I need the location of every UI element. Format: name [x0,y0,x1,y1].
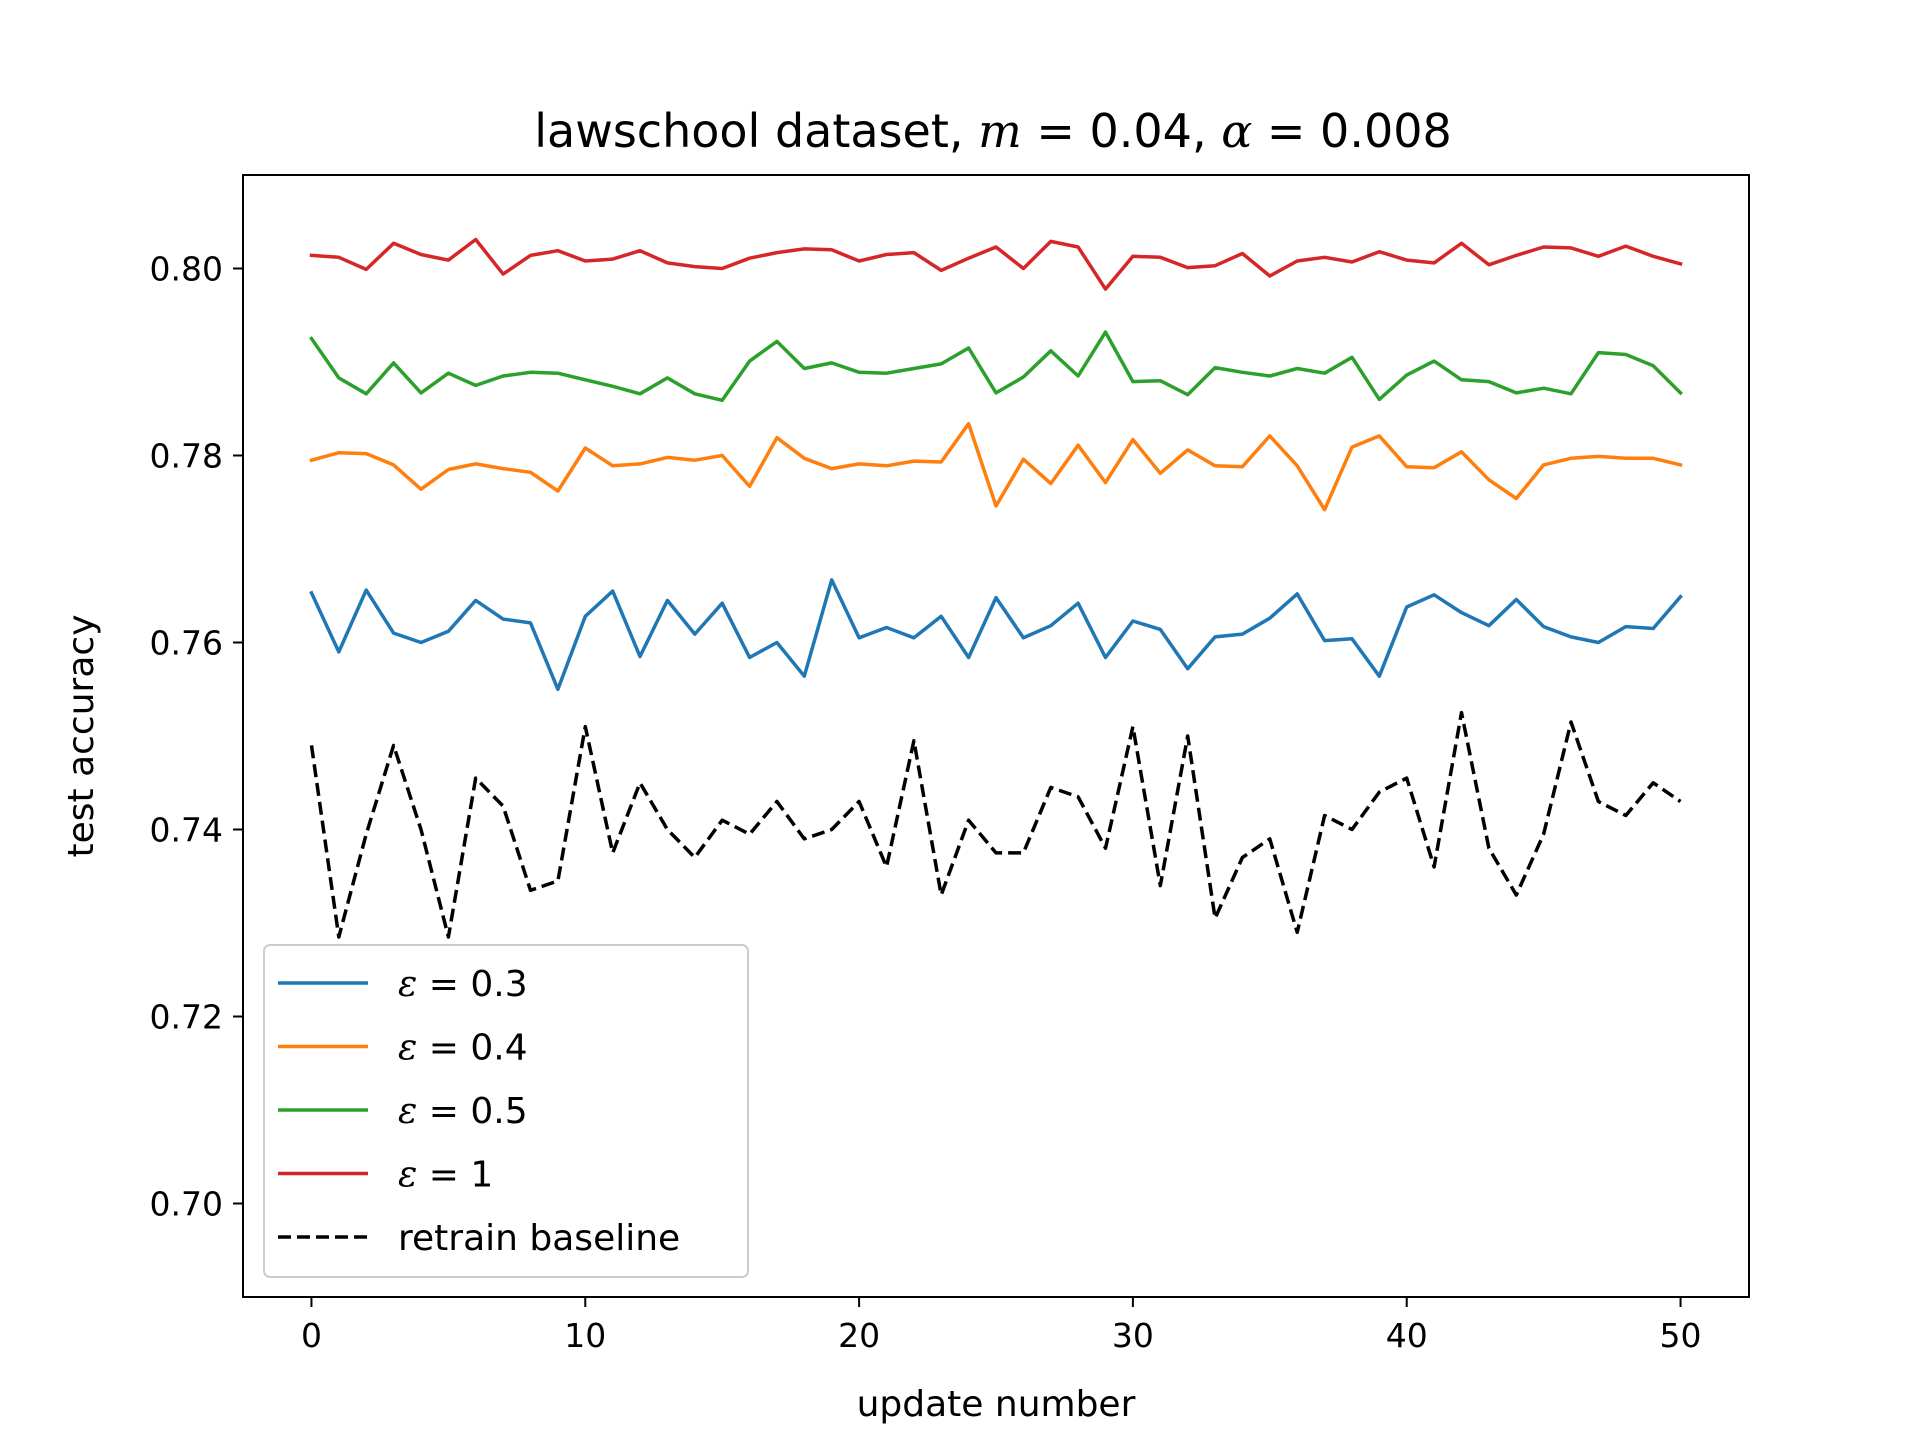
y-tick-label: 0.78 [150,437,223,476]
series-line-4 [309,710,1682,939]
x-tick-label: 40 [1386,1316,1428,1355]
y-axis-label: test accuracy [61,615,102,858]
series-layer [309,237,1683,939]
legend-label-3: ε = 1 [398,1155,493,1196]
legend-value-2: = 0.5 [417,1091,527,1132]
legend-symbol-0: ε [398,964,417,1005]
x-tick-label: 30 [1112,1316,1154,1355]
chart-title-m-value: = 0.04, [1022,104,1221,158]
chart-title-alpha-symbol: α [1221,104,1252,158]
plot-area [242,174,1750,1298]
legend-symbol-3: ε [398,1155,417,1196]
x-axis: 0 10 20 30 40 50 [301,1297,1702,1355]
chart-title-prefix: lawschool dataset, [534,104,978,158]
legend-label-2: ε = 0.5 [398,1091,528,1132]
legend-symbol-2: ε [398,1091,417,1132]
series-line-3 [309,237,1683,291]
x-tick-label: 10 [564,1316,606,1355]
plot-frame [242,174,1750,1298]
legend-label-1: ε = 0.4 [398,1028,528,1069]
y-tick-label: 0.76 [150,624,223,663]
x-tick-label: 20 [838,1316,880,1355]
y-tick-label: 0.74 [150,811,223,850]
series-line-2 [309,330,1683,403]
chart-title: lawschool dataset, m = 0.04, α = 0.008 [534,104,1452,158]
legend-value-1: = 0.4 [417,1028,527,1069]
legend-value-4: retrain baseline [398,1218,680,1259]
x-tick-label: 50 [1660,1316,1702,1355]
legend-label-0: ε = 0.3 [398,964,528,1005]
legend-value-3: = 1 [417,1155,493,1196]
legend-label-4: retrain baseline [398,1218,680,1259]
chart-title-m-symbol: m [978,104,1022,158]
y-tick-label: 0.72 [150,998,223,1037]
x-axis-label: update number [857,1384,1136,1425]
series-line-0 [309,578,1683,692]
legend-value-0: = 0.3 [417,964,527,1005]
legend-symbol-1: ε [398,1028,417,1069]
y-tick-label: 0.80 [150,250,223,289]
x-tick-label: 0 [301,1316,322,1355]
legend-box [263,944,749,1278]
series-line-1 [309,421,1683,512]
y-tick-label: 0.70 [150,1185,223,1224]
chart-title-alpha-value: = 0.008 [1252,104,1451,158]
y-axis: 0.70 0.72 0.74 0.76 0.78 0.80 [150,250,243,1224]
